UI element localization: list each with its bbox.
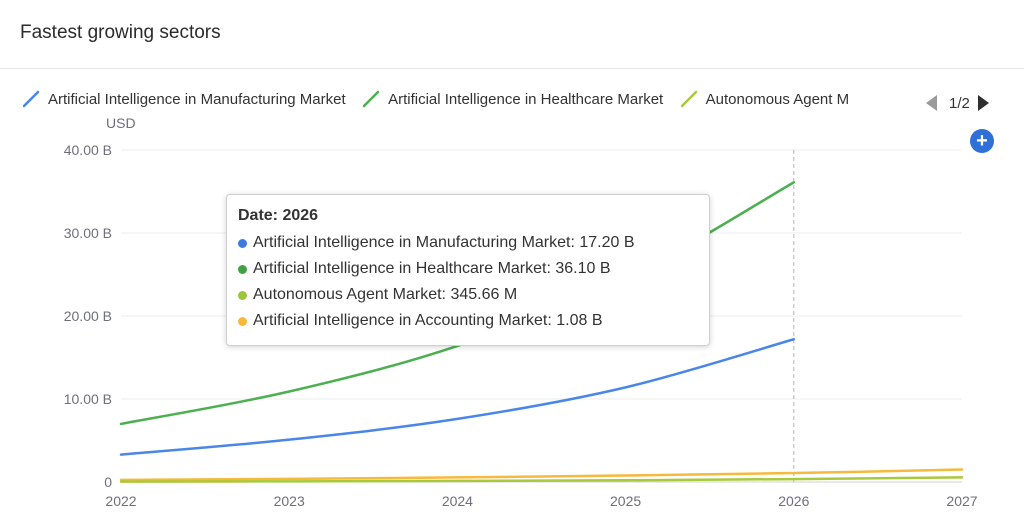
line-series-icon — [22, 90, 40, 108]
line-series-icon — [680, 90, 697, 108]
panel-header: Fastest growing sectors — [0, 0, 1024, 69]
panel-title: Fastest growing sectors — [20, 22, 221, 43]
series-dot-icon — [238, 264, 247, 274]
legend-label: Artificial Intelligence in Manufacturing… — [48, 90, 346, 108]
tooltip-row: Artificial Intelligence in Healthcare Ma… — [238, 256, 698, 282]
series-dot-icon — [238, 290, 247, 300]
y-axis-unit: USD — [106, 115, 136, 131]
legend-item-ai-manufacturing[interactable]: Artificial Intelligence in Manufacturing… — [22, 90, 346, 108]
tooltip-row: Artificial Intelligence in Accounting Ma… — [238, 308, 698, 334]
y-tick-label: 40.00 B — [64, 142, 112, 158]
x-tick-label: 2023 — [274, 493, 305, 509]
tooltip-row-text: Autonomous Agent Market: 345.66 M — [253, 286, 518, 303]
x-tick-label: 2027 — [946, 493, 977, 509]
plus-icon: + — [976, 130, 988, 152]
tooltip-row-text: Artificial Intelligence in Accounting Ma… — [253, 312, 603, 329]
series-line — [119, 337, 796, 456]
chevron-left-icon[interactable] — [926, 95, 937, 111]
x-tick-label: 2026 — [778, 493, 809, 509]
legend-page-indicator: 1/2 — [949, 94, 970, 112]
chevron-right-icon[interactable] — [977, 95, 989, 111]
x-tick-label: 2025 — [610, 493, 641, 509]
legend-item-ai-healthcare[interactable]: Artificial Intelligence in Healthcare Ma… — [362, 90, 663, 108]
legend-pager: 1/2 — [926, 92, 989, 114]
tooltip-row-text: Artificial Intelligence in Healthcare Ma… — [253, 260, 611, 277]
x-tick-label: 2024 — [442, 493, 473, 509]
add-button[interactable]: + — [970, 129, 994, 153]
tooltip-row-text: Artificial Intelligence in Manufacturing… — [253, 234, 635, 251]
series-line — [119, 476, 964, 483]
y-tick-label: 20.00 B — [64, 308, 112, 324]
y-tick-label: 10.00 B — [64, 391, 112, 407]
series-line — [119, 468, 964, 482]
tooltip-row: Autonomous Agent Market: 345.66 M — [238, 282, 698, 308]
tooltip-title: Date: 2026 — [238, 207, 319, 224]
line-series-icon — [362, 90, 380, 108]
chart-tooltip: Date: 2026 Artificial Intelligence in Ma… — [226, 194, 710, 346]
series-dot-icon — [238, 238, 247, 248]
chart-legend: Artificial Intelligence in Manufacturing… — [22, 90, 922, 116]
legend-item-autonomous-agent[interactable]: Autonomous Agent M — [680, 90, 849, 108]
legend-label: Artificial Intelligence in Healthcare Ma… — [388, 90, 664, 108]
y-tick-label: 30.00 B — [64, 225, 112, 241]
legend-label: Autonomous Agent M — [705, 90, 850, 108]
tooltip-row: Artificial Intelligence in Manufacturing… — [238, 230, 698, 256]
series-dot-icon — [238, 316, 247, 326]
y-tick-label: 0 — [104, 474, 112, 490]
x-tick-label: 2022 — [105, 493, 136, 509]
